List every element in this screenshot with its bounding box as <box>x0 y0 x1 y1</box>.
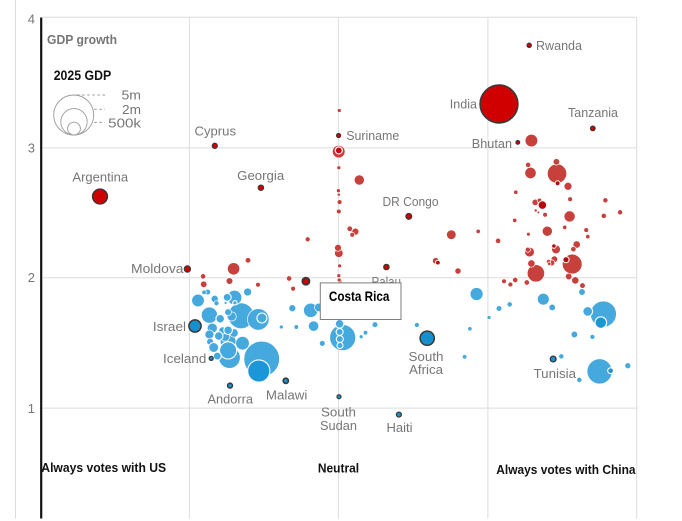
svg-text:4: 4 <box>28 11 35 26</box>
svg-text:Iceland: Iceland <box>163 351 206 366</box>
svg-text:Tanzania: Tanzania <box>568 105 619 120</box>
svg-text:DR Congo: DR Congo <box>383 194 439 209</box>
svg-text:Suriname: Suriname <box>346 128 399 143</box>
svg-text:3: 3 <box>28 141 35 156</box>
svg-text:Africa: Africa <box>409 362 444 377</box>
svg-text:1: 1 <box>28 401 35 416</box>
svg-text:5m: 5m <box>122 88 142 103</box>
svg-text:Always votes with US: Always votes with US <box>41 460 166 475</box>
svg-text:South: South <box>321 405 356 420</box>
svg-text:Sudan: Sudan <box>320 418 357 433</box>
svg-text:Argentina: Argentina <box>72 170 129 185</box>
svg-text:India: India <box>450 97 478 112</box>
svg-text:Costa Rica: Costa Rica <box>329 288 390 304</box>
svg-text:Always votes with China: Always votes with China <box>496 462 636 477</box>
svg-text:South: South <box>409 349 444 364</box>
svg-text:Georgia: Georgia <box>237 168 285 183</box>
svg-text:Tunisia: Tunisia <box>534 366 577 381</box>
svg-text:GDP growth: GDP growth <box>47 32 117 47</box>
svg-text:2: 2 <box>28 270 35 285</box>
svg-text:2025 GDP: 2025 GDP <box>54 68 111 83</box>
svg-text:Malawi: Malawi <box>266 388 307 403</box>
svg-text:Bhutan: Bhutan <box>472 136 512 151</box>
svg-text:Andorra: Andorra <box>208 392 254 407</box>
svg-text:500k: 500k <box>108 115 141 130</box>
svg-text:Moldova: Moldova <box>131 261 184 276</box>
svg-text:Rwanda: Rwanda <box>536 38 583 53</box>
svg-text:Haiti: Haiti <box>387 420 413 435</box>
svg-text:Cyprus: Cyprus <box>195 124 237 139</box>
svg-text:Neutral: Neutral <box>318 460 359 475</box>
svg-text:2m: 2m <box>122 102 141 117</box>
svg-text:Israel: Israel <box>153 319 186 334</box>
